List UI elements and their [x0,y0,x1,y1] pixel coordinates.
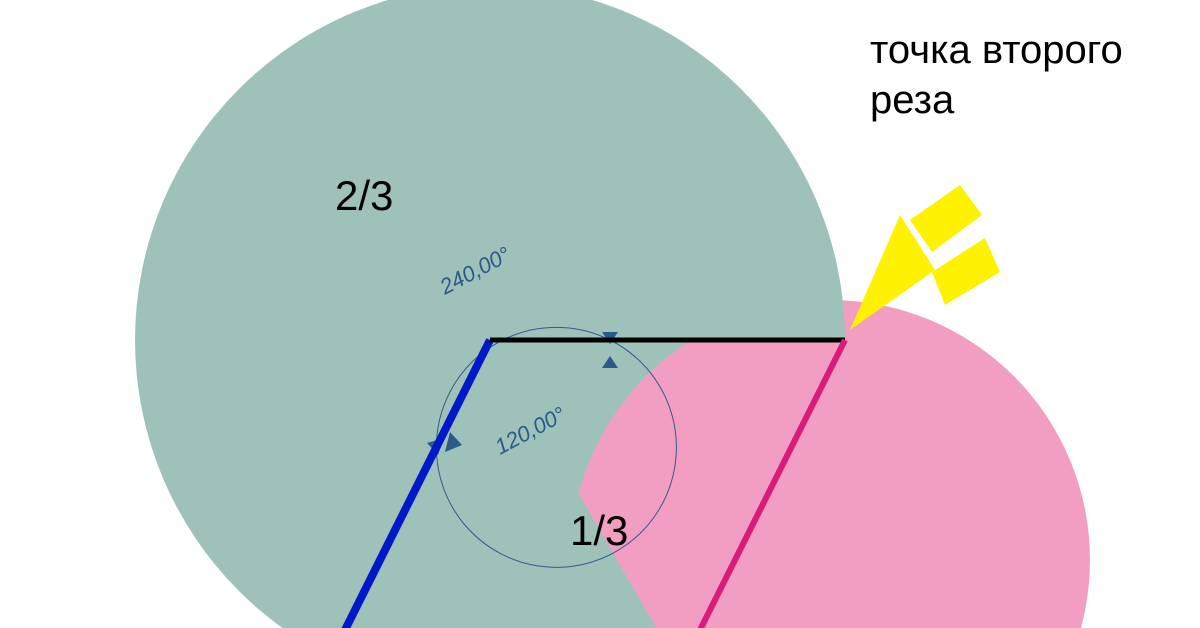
pointer-arrow-icon [850,185,1000,330]
annotation-line1: точка второго [870,25,1123,75]
label-one-third: 1/3 [570,505,628,558]
annotation-line2: реза [870,75,1123,125]
label-two-thirds: 2/3 [335,170,393,223]
diagram-canvas: 240,00° 120,00° 2/3 1/3 точка второго ре… [0,0,1200,628]
annotation-text: точка второго реза [870,25,1123,125]
